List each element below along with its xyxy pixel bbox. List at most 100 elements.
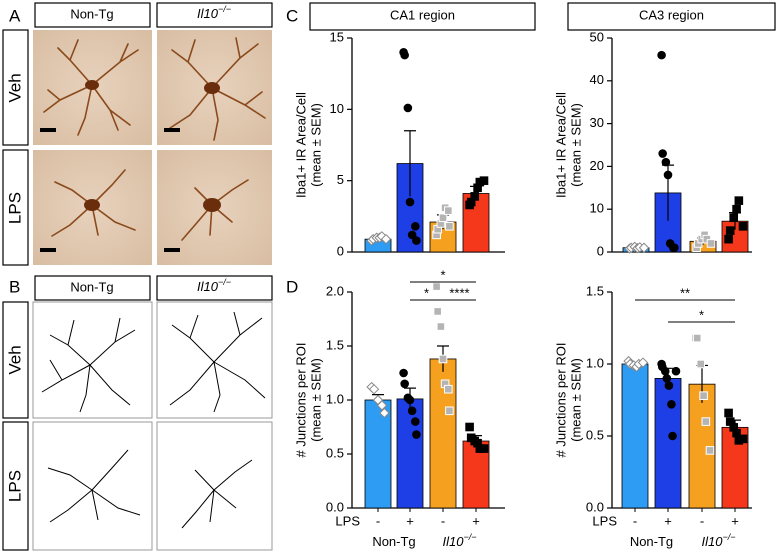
significance-label: * <box>699 307 704 322</box>
x-row-label: LPS <box>335 513 360 528</box>
data-point <box>438 213 448 223</box>
data-point <box>403 103 413 113</box>
data-point <box>445 222 454 231</box>
y-tick-label: 2.0 <box>326 283 344 298</box>
y-tick-label: 15 <box>330 29 344 44</box>
y-tick-label: 20 <box>590 158 604 173</box>
significance-label: ** <box>680 285 690 300</box>
x-tick-label: - <box>441 513 445 528</box>
y-tick-label: 30 <box>590 115 604 130</box>
data-point <box>705 446 715 455</box>
data-point <box>400 50 409 60</box>
header-box <box>34 275 151 301</box>
y-axis-label: Iba1+ IR Area/Cell <box>553 92 568 198</box>
x-tick-label: - <box>376 513 380 528</box>
title-box <box>567 2 776 31</box>
chart-title: CA1 region <box>390 7 455 22</box>
label-superscript: −/− <box>218 277 231 287</box>
data-point <box>411 417 420 426</box>
data-point <box>465 422 474 432</box>
x-tick-label: + <box>472 513 480 528</box>
data-point <box>667 400 676 409</box>
y-tick-label: 5 <box>337 172 344 187</box>
data-point <box>692 333 702 343</box>
data-point <box>738 434 748 444</box>
data-point <box>732 204 741 214</box>
row-label: LPS <box>5 470 24 502</box>
data-point <box>670 243 679 253</box>
x-group-label: Il10−/− <box>443 532 477 549</box>
data-point <box>696 359 706 369</box>
data-point <box>479 176 489 185</box>
error-bar <box>404 130 416 197</box>
skeleton <box>156 301 273 419</box>
data-point <box>479 444 489 453</box>
data-point <box>658 149 667 158</box>
data-point <box>706 239 716 248</box>
header-box <box>156 2 273 28</box>
x-group-label: Non-Tg <box>630 534 673 549</box>
skeleton <box>156 421 273 551</box>
y-tick-label: 0.0 <box>326 499 344 514</box>
bar <box>396 398 424 509</box>
x-row-label: LPS <box>592 513 617 528</box>
x-tick-label: - <box>633 513 637 528</box>
skeleton-images <box>32 301 273 551</box>
data-point <box>661 157 671 167</box>
panel-b-headers: Non-Tg Il10−/− Veh LPS <box>2 275 273 551</box>
header-box <box>2 149 29 266</box>
bar <box>364 399 392 509</box>
header-box <box>2 29 29 146</box>
y-axis-label: (mean ± SEM) <box>308 103 323 187</box>
chart-title: CA3 region <box>639 7 704 22</box>
data-point <box>671 366 681 376</box>
x-tick-label: + <box>731 513 739 528</box>
data-point <box>637 357 649 368</box>
data-point <box>368 383 380 395</box>
y-tick-label: 0.5 <box>326 445 344 460</box>
column-label: Il10−/− <box>197 4 231 21</box>
row-label: Veh <box>5 345 24 374</box>
column-label: Non-Tg <box>70 6 113 21</box>
data-point <box>400 379 409 389</box>
significance-label: **** <box>449 285 469 300</box>
y-axis-label: (mean ± SEM) <box>308 358 323 442</box>
data-point <box>411 222 420 231</box>
y-tick-label: 10 <box>590 201 604 216</box>
header-box <box>2 301 29 419</box>
micrograph-images <box>33 30 272 265</box>
data-point <box>407 406 417 416</box>
x-group-label: Non-Tg <box>372 534 415 549</box>
x-tick-label: - <box>700 513 704 528</box>
data-point <box>663 170 673 180</box>
significance-label: * <box>440 267 445 282</box>
data-point <box>660 366 670 376</box>
data-point <box>729 213 739 223</box>
data-point <box>405 197 415 207</box>
label-superscript: −/− <box>722 532 735 542</box>
data-point <box>445 406 454 416</box>
label-text: Il10 <box>197 279 219 294</box>
data-point <box>379 407 390 419</box>
y-tick-label: 1.0 <box>586 355 604 370</box>
y-axis-label: # Junctions per ROI <box>553 343 568 458</box>
column-label: Il10−/− <box>197 277 231 294</box>
column-label: Non-Tg <box>70 279 113 294</box>
data-point <box>399 368 408 378</box>
label-superscript: −/− <box>463 532 476 542</box>
data-point <box>436 322 446 331</box>
data-point <box>738 222 748 231</box>
data-point <box>444 384 453 394</box>
data-point <box>724 234 733 244</box>
y-tick-label: 0 <box>337 243 344 258</box>
row-label: Veh <box>5 73 24 102</box>
data-point <box>657 50 666 60</box>
y-axis-label: (mean ± SEM) <box>568 358 583 442</box>
data-point <box>444 206 453 215</box>
y-tick-label: 0.5 <box>586 427 604 442</box>
data-point <box>380 233 392 245</box>
bar <box>688 383 716 509</box>
panel-letter: A <box>9 6 21 25</box>
panel-a-headers: Non-Tg Il10−/− Veh LPS <box>2 2 273 266</box>
data-point <box>433 307 442 316</box>
